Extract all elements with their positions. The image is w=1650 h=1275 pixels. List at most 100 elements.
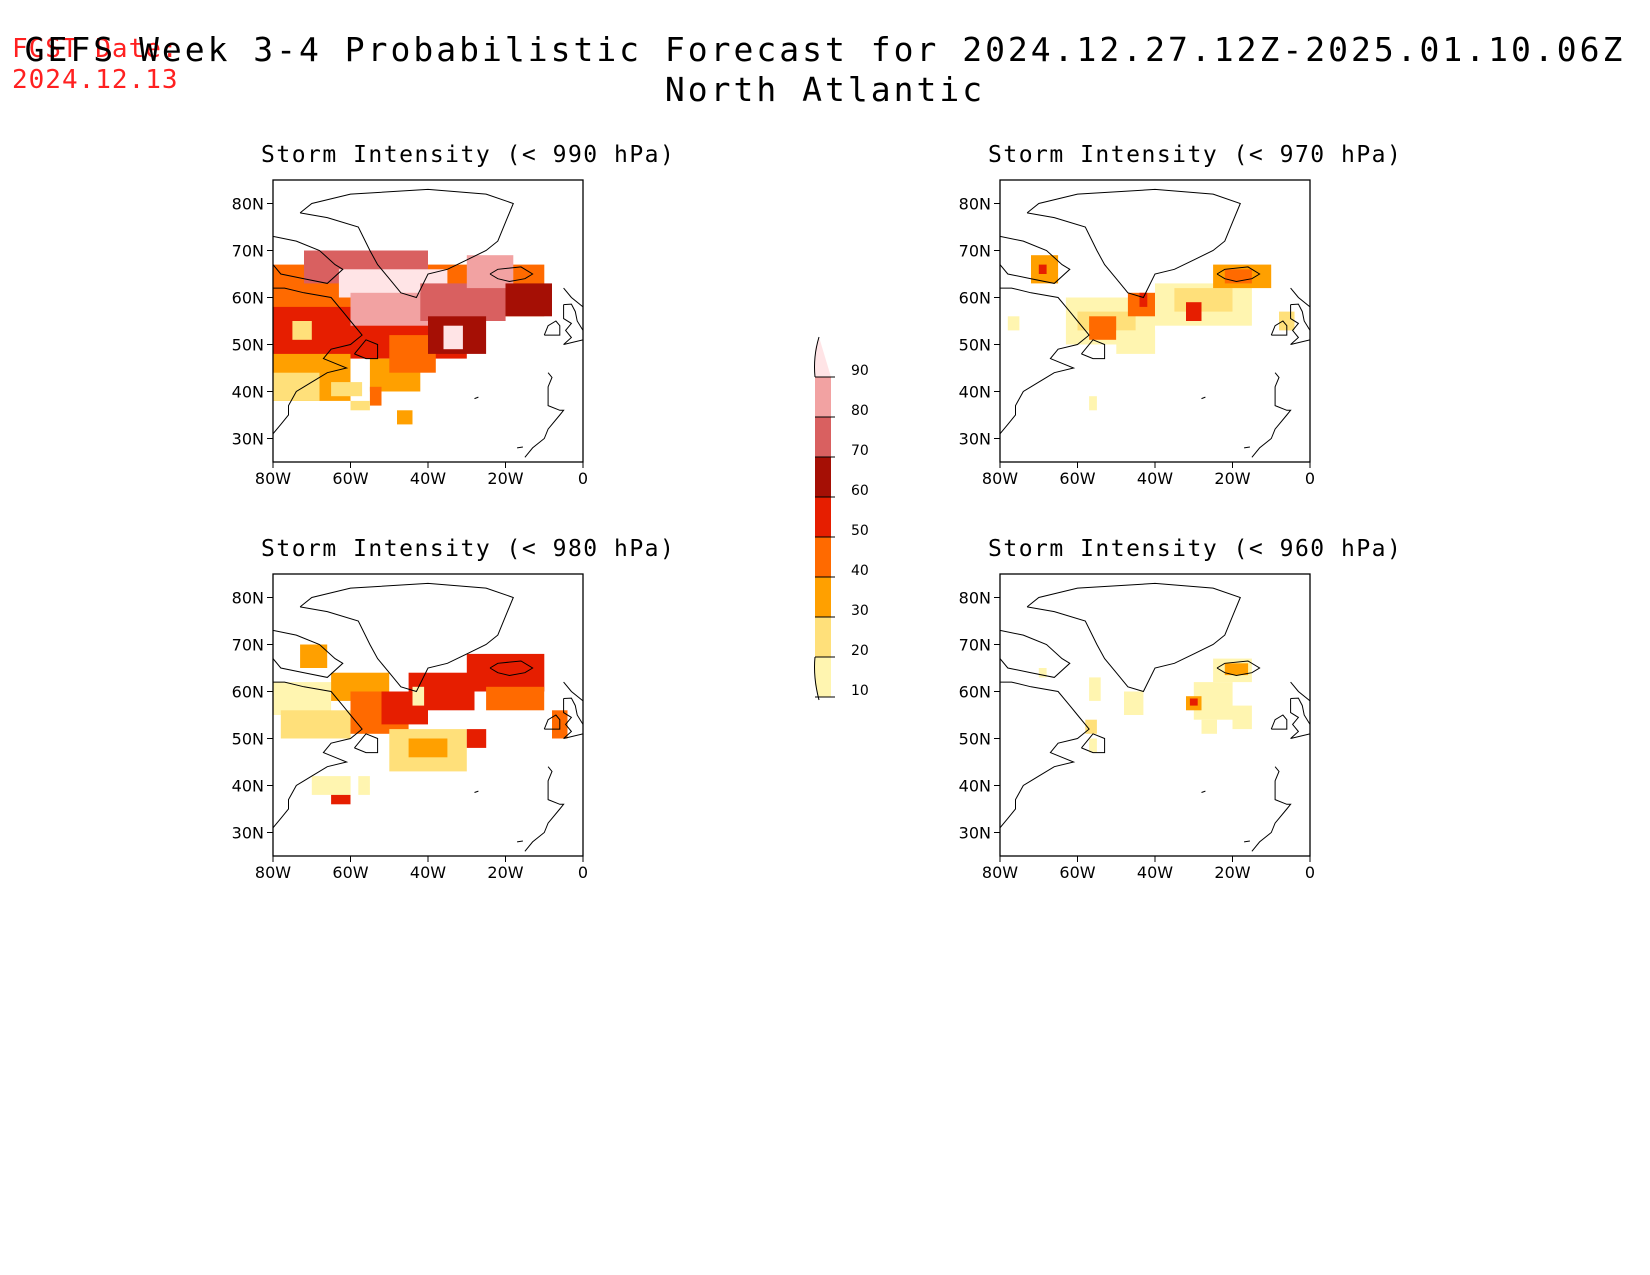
lon-tick-label: 80W <box>255 863 291 882</box>
lat-tick-label: 70N <box>959 242 991 261</box>
lat-tick-label: 50N <box>232 336 264 355</box>
probability-patch <box>1124 691 1144 715</box>
coastline <box>1251 766 1292 852</box>
coastline <box>563 681 583 702</box>
probability-patch <box>408 738 448 758</box>
probability-patch <box>280 710 351 739</box>
panel-970-title: Storm Intensity (< 970 hPa) <box>988 142 1403 168</box>
coastline <box>524 766 565 852</box>
colorbar-segment <box>815 497 831 537</box>
coastline <box>563 303 583 345</box>
probability-patch <box>1038 668 1047 678</box>
probability-patch <box>1232 705 1252 730</box>
coastline <box>543 714 561 730</box>
probability-patch <box>369 386 382 406</box>
coastline <box>1000 287 1090 435</box>
lat-tick-label: 30N <box>959 430 991 449</box>
coastline <box>1000 235 1071 284</box>
lat-tick-label: 80N <box>959 589 991 608</box>
lon-tick-label: 20W <box>1214 863 1250 882</box>
lat-tick-label: 60N <box>232 683 264 702</box>
probability-patch <box>466 653 545 692</box>
coastline <box>354 339 379 360</box>
coastline <box>1251 372 1292 458</box>
colorbar-segment <box>815 617 831 657</box>
probability-patch <box>358 776 370 795</box>
coastline <box>1270 714 1288 730</box>
probability-patch <box>443 325 463 350</box>
colorbar-segment <box>815 657 831 697</box>
lon-tick-label: 40W <box>1137 469 1173 488</box>
coastline <box>489 660 534 677</box>
panel-990-title: Storm Intensity (< 990 hPa) <box>261 142 676 168</box>
colorbar: 90 80 70 60 50 40 30 20 10 <box>814 336 869 701</box>
coastline <box>1290 681 1310 702</box>
coastline <box>517 840 523 843</box>
lon-tick-label: 20W <box>1214 469 1250 488</box>
figure-title-block: GEFS Week 3-4 Probabilistic Forecast for… <box>0 30 1650 110</box>
colorbar-cap-bottom <box>814 656 820 701</box>
colorbar-segment <box>815 577 831 617</box>
coastline <box>1290 287 1310 308</box>
colorbar-label: 60 <box>851 483 869 499</box>
lon-tick-label: 60W <box>332 863 368 882</box>
lat-tick-label: 50N <box>232 730 264 749</box>
map-p990: 80N 70N 60N 50N 40N 30N 80W 60W 40W 20W 0 <box>232 179 588 488</box>
probability-patch <box>466 729 487 748</box>
lon-tick-label: 0 <box>1305 469 1315 488</box>
lon-tick-label: 0 <box>1305 863 1315 882</box>
probability-patch <box>1089 677 1101 701</box>
colorbar-label: 70 <box>851 443 869 459</box>
coastline <box>1081 339 1106 360</box>
lat-tick-label: 40N <box>959 777 991 796</box>
colorbar-label: 20 <box>851 643 869 659</box>
lat-tick-label: 80N <box>232 589 264 608</box>
lon-tick-label: 60W <box>1059 469 1095 488</box>
coastline <box>1244 840 1250 843</box>
probability-patch <box>292 321 312 340</box>
colorbar-segment <box>815 457 831 497</box>
panel-960-title: Storm Intensity (< 960 hPa) <box>988 536 1403 562</box>
coastline <box>299 188 514 299</box>
figure-title: GEFS Week 3-4 Probabilistic Forecast for… <box>24 30 1626 69</box>
probability-patch <box>397 410 413 425</box>
coastline <box>1201 396 1206 400</box>
lat-tick-label: 50N <box>959 336 991 355</box>
coastline <box>474 396 479 400</box>
lat-tick-label: 70N <box>232 636 264 655</box>
coastline <box>354 733 379 754</box>
colorbar-label: 90 <box>851 363 869 379</box>
coastline <box>1290 303 1310 345</box>
lon-tick-label: 80W <box>982 469 1018 488</box>
colorbar-segment <box>815 377 831 417</box>
lat-tick-label: 80N <box>959 195 991 214</box>
lon-tick-label: 0 <box>578 863 588 882</box>
lat-tick-label: 70N <box>232 242 264 261</box>
coastline <box>1081 733 1106 754</box>
map-p960: 80N 70N 60N 50N 40N 30N 80W 60W 40W 20W 0 <box>959 573 1315 882</box>
colorbar-label: 30 <box>851 603 869 619</box>
coastline <box>1000 629 1071 678</box>
colorbar-label: 40 <box>851 563 869 579</box>
lat-tick-label: 60N <box>959 683 991 702</box>
probability-patch <box>1116 330 1156 354</box>
probability-patch <box>273 372 320 401</box>
coastline <box>1026 188 1241 299</box>
lat-tick-label: 70N <box>959 636 991 655</box>
lat-tick-label: 30N <box>232 430 264 449</box>
coastline <box>474 790 479 793</box>
lon-tick-label: 40W <box>1137 863 1173 882</box>
lat-tick-label: 40N <box>232 383 264 402</box>
lat-tick-label: 40N <box>232 777 264 796</box>
colorbar-label: 10 <box>851 683 869 699</box>
colorbar-label: 80 <box>851 403 869 419</box>
lon-tick-label: 60W <box>1059 863 1095 882</box>
probability-patch <box>1007 316 1020 331</box>
lat-tick-label: 40N <box>959 383 991 402</box>
panel-980-title: Storm Intensity (< 980 hPa) <box>261 536 676 562</box>
probability-patch <box>1186 302 1202 321</box>
probability-patch <box>420 283 506 321</box>
colorbar-segment <box>815 537 831 577</box>
coastline <box>524 372 565 458</box>
figure-subtitle: North Atlantic <box>664 70 986 109</box>
